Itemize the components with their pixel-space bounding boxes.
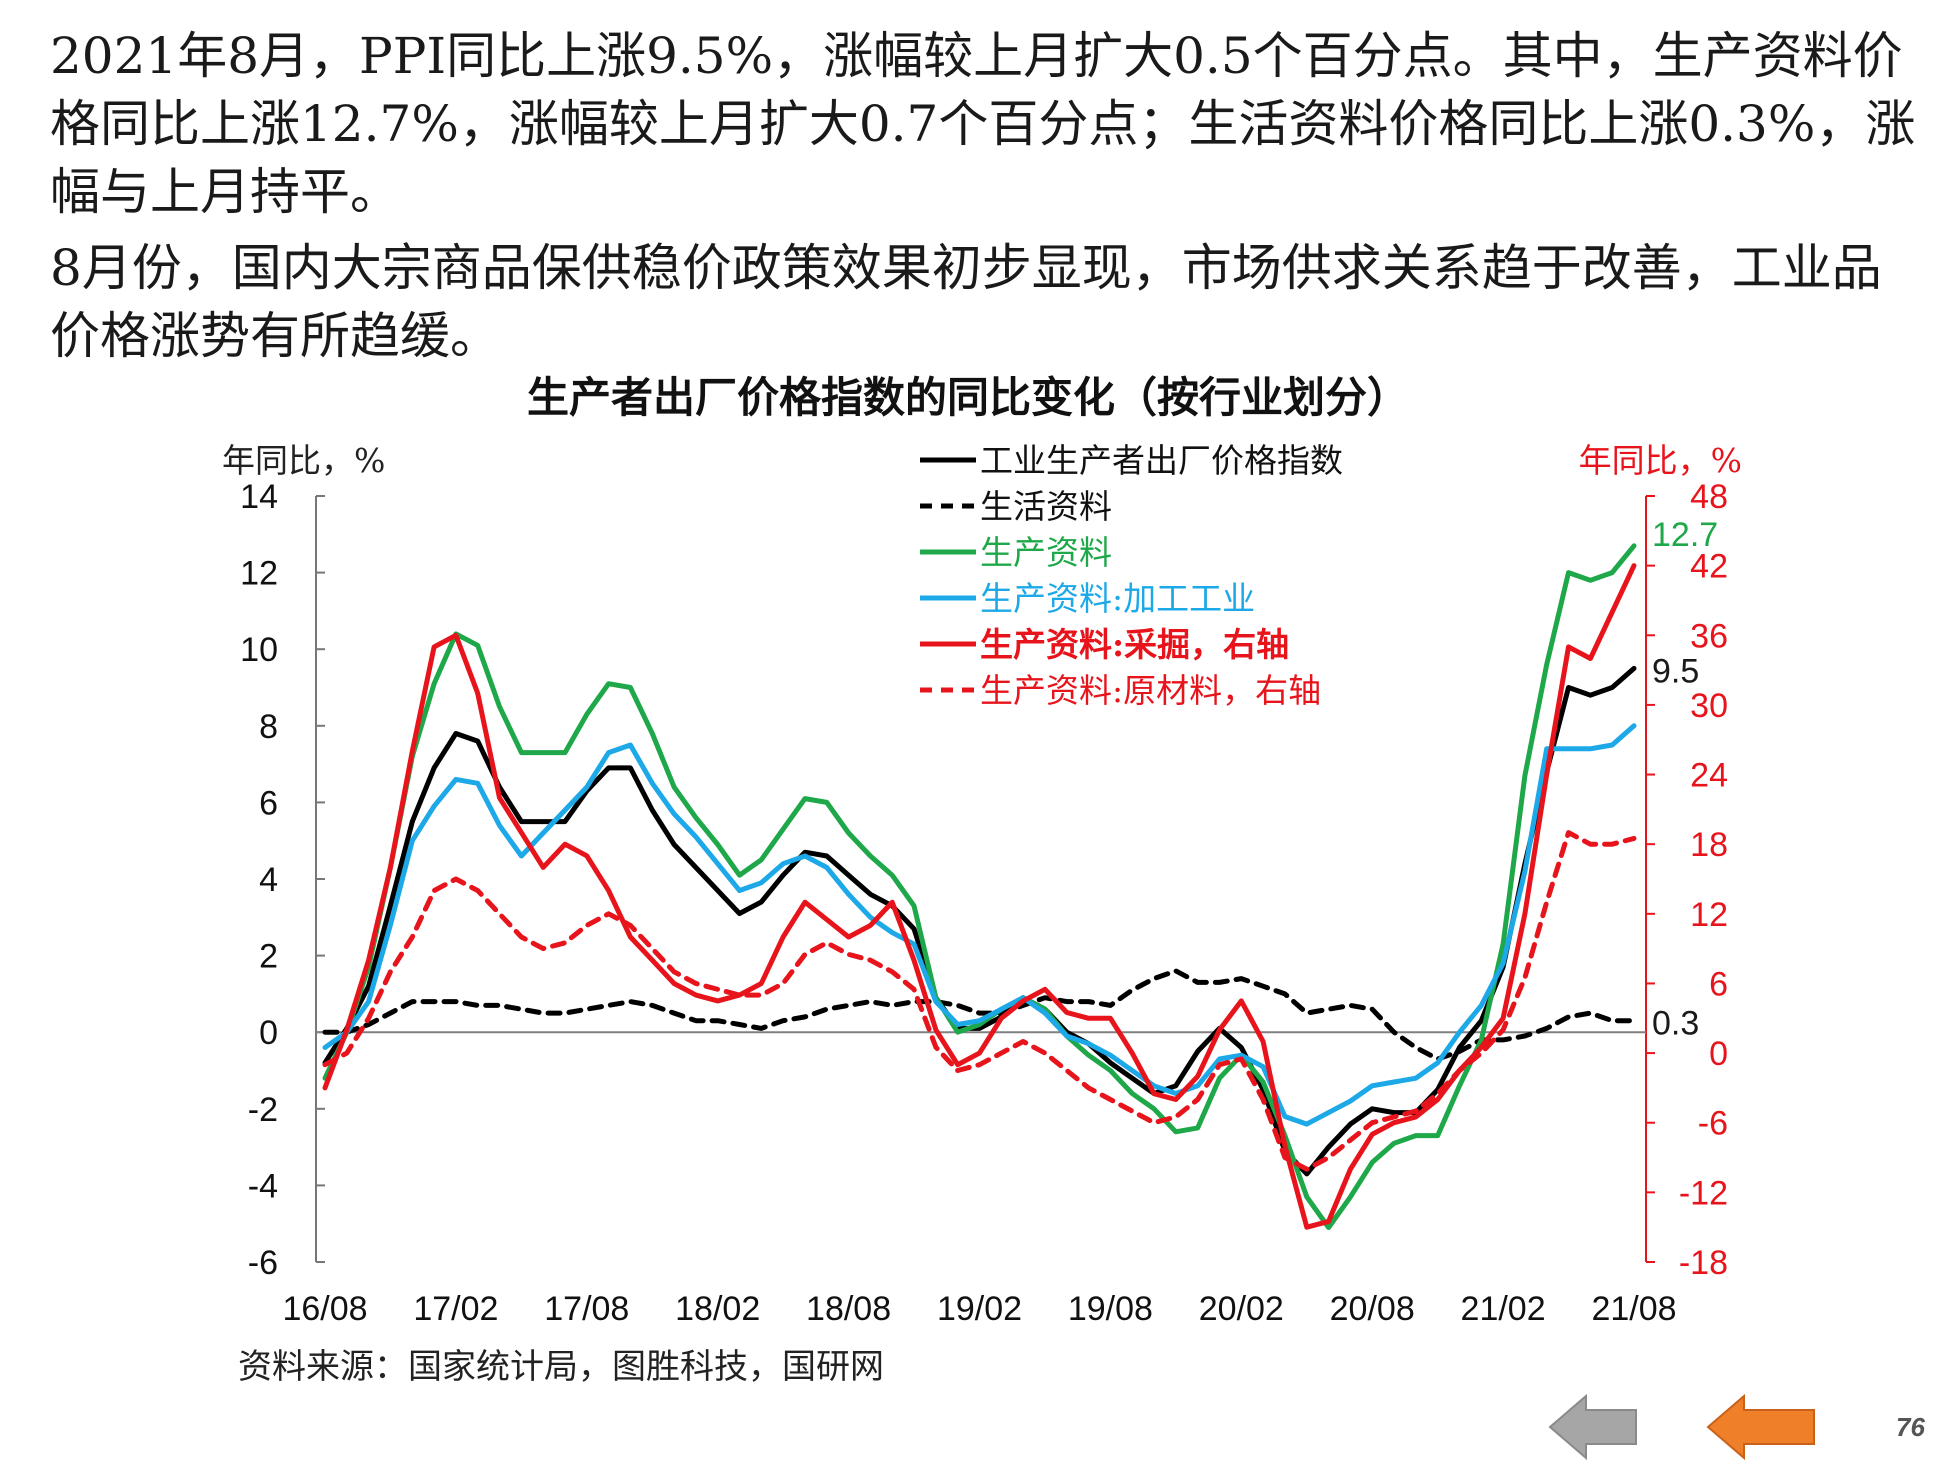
left-tick-label: 10 <box>240 631 278 669</box>
right-tick-label: -12 <box>1679 1174 1728 1212</box>
right-tick-label: 48 <box>1690 478 1728 516</box>
x-tick-label: 16/08 <box>282 1290 367 1328</box>
right-axis-unit-label: 年同比，% <box>1579 441 1742 480</box>
source-note: 资料来源：国家统计局，图胜科技，国研网 <box>238 1347 884 1387</box>
left-tick-label: 6 <box>259 784 278 822</box>
right-tick-label: 30 <box>1690 687 1728 725</box>
right-tick-label: 0 <box>1709 1035 1728 1073</box>
arrow-left-orange-icon[interactable] <box>1706 1392 1818 1462</box>
legend-label: 生活资料 <box>980 487 1112 526</box>
right-tick-label: 24 <box>1690 757 1728 795</box>
legend-label: 生产资料 <box>980 533 1112 572</box>
policy-paragraph: 8月份，国内大宗商品保供稳价政策效果初步显现，市场供求关系趋于改善，工业品价格涨… <box>50 239 1882 365</box>
left-tick-label: 8 <box>259 708 278 746</box>
left-tick-label: -6 <box>248 1244 278 1282</box>
right-tick-label: 6 <box>1709 965 1728 1003</box>
legend-label: 工业生产者出厂价格指数 <box>980 441 1343 480</box>
right-tick-label: 18 <box>1690 826 1728 864</box>
right-tick-label: 36 <box>1690 617 1728 655</box>
series-line-5 <box>322 830 1637 1172</box>
left-axis-unit-label: 年同比，% <box>222 441 385 480</box>
series-line-3 <box>322 723 1637 1127</box>
x-tick-label: 18/02 <box>675 1290 760 1328</box>
x-tick-label: 19/02 <box>937 1290 1022 1328</box>
left-tick-label: 2 <box>259 938 278 976</box>
legend-label: 生产资料:加工工业 <box>980 579 1255 618</box>
x-tick-label: 21/02 <box>1461 1290 1546 1328</box>
right-tick-label: 12 <box>1690 896 1728 934</box>
end-value-label: 9.5 <box>1652 652 1699 690</box>
x-tick-label: 18/08 <box>806 1290 891 1328</box>
left-tick-label: -2 <box>248 1091 278 1129</box>
x-tick-label: 17/08 <box>544 1290 629 1328</box>
x-tick-label: 17/02 <box>413 1290 498 1328</box>
left-tick-label: 14 <box>240 478 278 516</box>
summary-paragraph: 2021年8月，PPI同比上涨9.5%，涨幅较上月扩大0.5个百分点。其中，生产… <box>50 27 1916 221</box>
right-tick-label: 42 <box>1690 548 1728 586</box>
series-line-4 <box>322 563 1637 1230</box>
legend-label: 生产资料:原材料，右轴 <box>980 671 1321 710</box>
series-line-1 <box>322 968 1637 1062</box>
end-value-label: 12.7 <box>1652 516 1718 554</box>
chart-title: 生产者出厂价格指数的同比变化（按行业划分） <box>527 374 1409 421</box>
legend-label: 生产资料:采掘，右轴 <box>980 625 1289 664</box>
page-number: 76 <box>1896 1412 1925 1442</box>
left-tick-label: 4 <box>259 861 278 899</box>
ppi-line-chart: 生产者出厂价格指数的同比变化（按行业划分）年同比，% 年同比，%141210864… <box>222 374 1742 1387</box>
arrow-left-gray-icon[interactable] <box>1548 1392 1640 1462</box>
right-tick-label: -6 <box>1698 1105 1728 1143</box>
left-tick-label: 12 <box>240 555 278 593</box>
series-line-2 <box>322 543 1637 1230</box>
left-tick-label: -4 <box>248 1167 278 1205</box>
left-tick-label: 0 <box>259 1014 278 1052</box>
x-tick-label: 21/08 <box>1591 1290 1676 1328</box>
x-tick-label: 20/02 <box>1199 1290 1284 1328</box>
right-tick-label: -18 <box>1679 1244 1728 1282</box>
x-tick-label: 19/08 <box>1068 1290 1153 1328</box>
x-tick-label: 20/08 <box>1330 1290 1415 1328</box>
end-value-label: 0.3 <box>1652 1005 1699 1043</box>
